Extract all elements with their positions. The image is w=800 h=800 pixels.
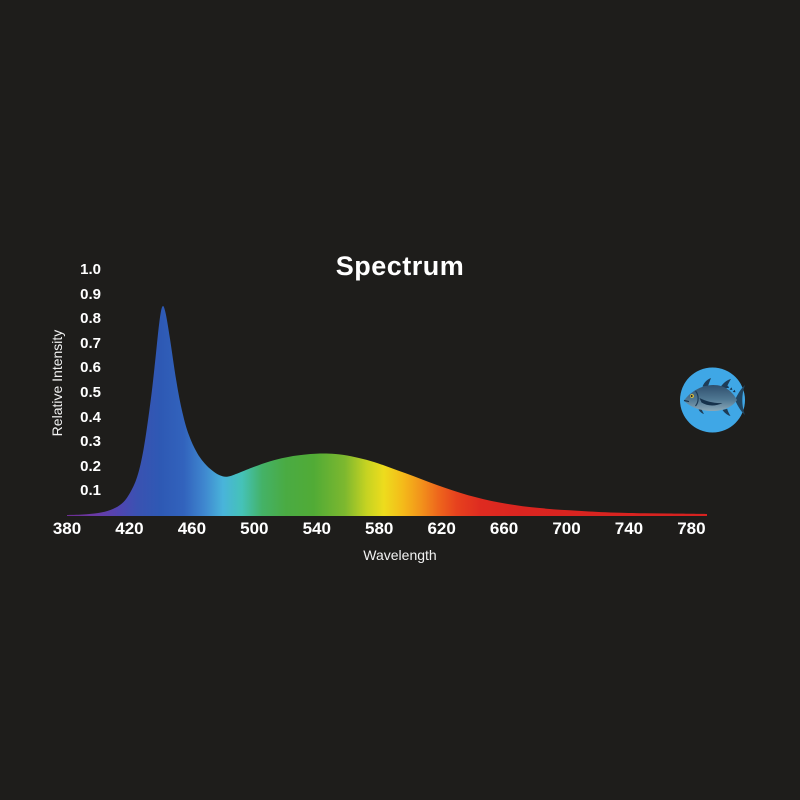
x-tick-label: 780 [677, 519, 706, 538]
x-axis-label: Wavelength [363, 547, 437, 563]
fish-second-dorsal-fin [720, 379, 731, 389]
y-tick-label: 0.8 [80, 310, 101, 328]
y-tick-label: 0.5 [80, 384, 101, 401]
y-tick-label: 1.0 [80, 261, 101, 278]
fish-icon [680, 367, 745, 433]
x-tick-label: 620 [427, 519, 456, 538]
y-tick-label: 0.9 [80, 285, 101, 303]
chart-title: Spectrum [335, 251, 465, 281]
y-tick-label: 0.7 [80, 334, 101, 352]
x-tick-label: 380 [52, 519, 82, 538]
spectrum-curve [67, 306, 707, 516]
x-tick-label: 540 [302, 519, 331, 538]
fish-pupil [690, 395, 693, 397]
x-tick-label: 580 [365, 519, 394, 538]
y-tick-label: 0.4 [80, 408, 101, 426]
x-tick-label: 740 [614, 519, 644, 538]
fish-anal-fin [722, 408, 731, 416]
y-tick-label: 0.1 [80, 482, 101, 500]
fish-pectoral-fin [699, 398, 723, 406]
fish-tail-fin [735, 385, 745, 415]
fish-mouth [683, 399, 690, 403]
y-tick-label: 0.2 [80, 457, 101, 475]
fish-dorsal-fin [702, 378, 711, 387]
fish-finlets [726, 385, 736, 393]
x-tick-label: 420 [115, 519, 144, 538]
x-tick-label: 700 [552, 519, 581, 538]
x-tick-label: 500 [240, 519, 269, 538]
x-tick-label: 660 [489, 519, 519, 538]
fish-pelvic-fin [698, 408, 704, 414]
fish-gill-line [695, 390, 699, 407]
y-tick-label: 0.6 [80, 359, 101, 377]
x-tick-label: 460 [177, 519, 207, 538]
y-tick-label: 0.3 [80, 433, 101, 451]
